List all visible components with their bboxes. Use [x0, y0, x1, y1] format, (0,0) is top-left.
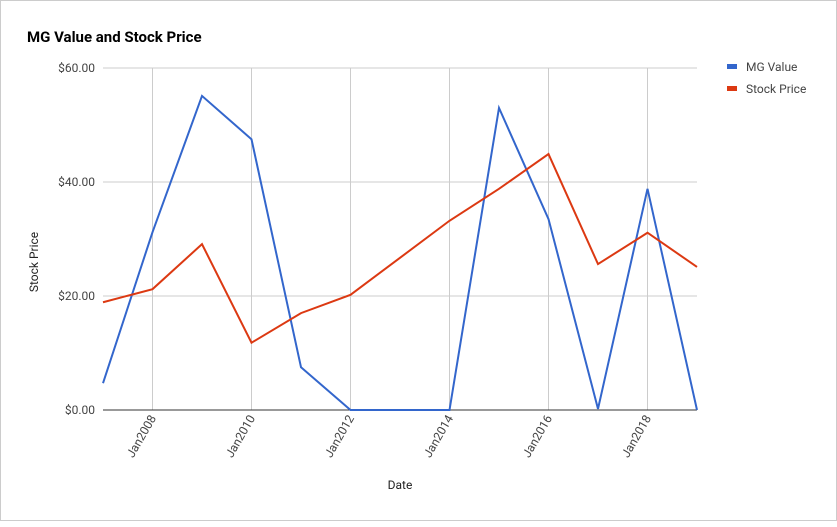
line-series — [102, 94, 698, 411]
legend-label: MG Value — [746, 60, 797, 74]
legend-swatch — [727, 64, 737, 69]
legend-swatch — [727, 86, 737, 91]
y-tick-label: $40.00 — [58, 175, 95, 189]
y-axis-label: Stock Price — [27, 232, 41, 292]
legend-label: Stock Price — [746, 82, 806, 96]
y-tick-label: $0.00 — [65, 403, 95, 417]
chart-title: MG Value and Stock Price — [27, 28, 202, 46]
line-series — [102, 152, 698, 345]
x-axis-label: Date — [388, 478, 413, 492]
y-tick-label: $20.00 — [58, 289, 95, 303]
y-tick-label: $60.00 — [58, 61, 95, 75]
